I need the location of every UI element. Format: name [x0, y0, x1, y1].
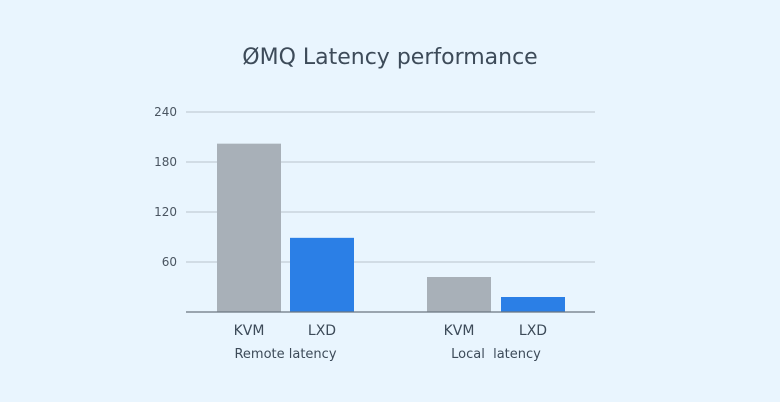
category-label: KVM: [234, 323, 265, 339]
bar-kvm: [427, 277, 491, 312]
y-tick-label: 60: [162, 255, 177, 269]
group-label: Local latency: [451, 347, 541, 362]
bar-lxd: [290, 237, 354, 312]
y-tick-label: 120: [154, 205, 177, 219]
bar-kvm: [217, 143, 281, 312]
category-label: KVM: [444, 323, 475, 339]
labels: 60 120 180 240 KVM LXD Remote latency KVM LXD Loc…: [154, 105, 547, 362]
bar-lxd: [501, 297, 565, 312]
bars: [217, 143, 565, 312]
chart-title: ØMQ Latency performance: [242, 45, 537, 70]
group-label: Remote latency: [234, 347, 336, 362]
category-label: LXD: [519, 323, 547, 339]
category-label: LXD: [308, 323, 336, 339]
y-tick-label: 240: [154, 105, 177, 119]
y-tick-label: 180: [154, 155, 177, 169]
